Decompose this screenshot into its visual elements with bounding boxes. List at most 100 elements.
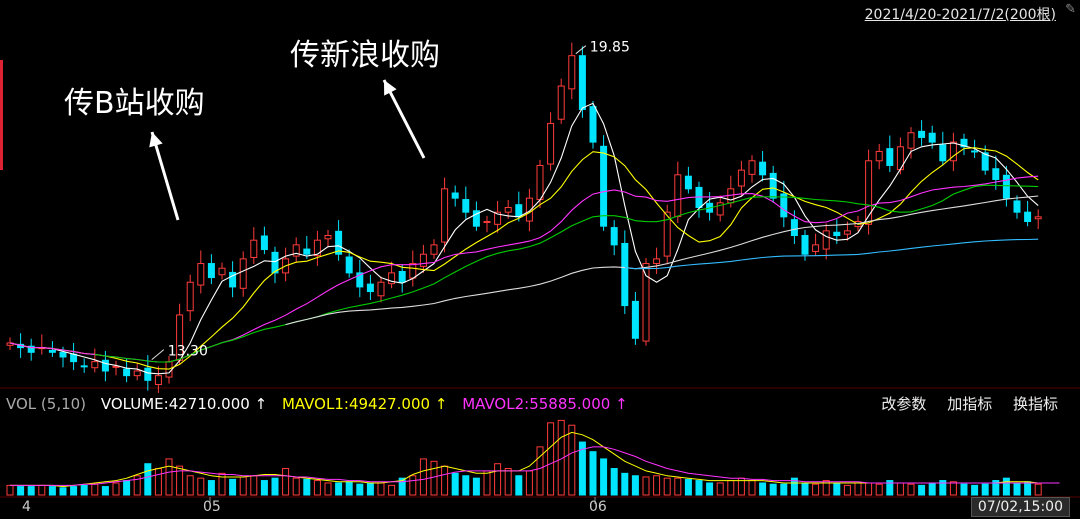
volume-bar xyxy=(748,480,756,496)
candle-body xyxy=(600,145,608,227)
candle-body xyxy=(419,253,427,267)
mavol1-value: MAVOL1:49427.000 ↑ xyxy=(281,395,448,413)
candle-body xyxy=(790,219,798,237)
candle-body xyxy=(303,248,311,255)
date-range-label[interactable]: 2021/4/20-2021/7/2(200根) xyxy=(864,7,1056,23)
low-pointer xyxy=(151,349,165,361)
candle-body xyxy=(621,242,629,307)
candle-body xyxy=(1013,200,1021,213)
candle-body xyxy=(547,122,555,165)
volume-bar xyxy=(324,482,332,496)
candle-body xyxy=(154,375,162,386)
candle-body xyxy=(653,258,661,265)
candle-body xyxy=(833,231,841,237)
candle-body xyxy=(441,188,449,243)
volume-bar xyxy=(843,484,851,496)
volume-bar xyxy=(313,480,321,496)
candle-body xyxy=(589,106,597,143)
candle-body xyxy=(801,235,809,255)
volume-bar xyxy=(419,458,427,496)
candle-body xyxy=(642,263,650,342)
candle-body xyxy=(939,144,947,162)
volume-bar xyxy=(684,478,692,496)
volume-bar xyxy=(706,482,714,496)
volume-bar xyxy=(918,484,926,496)
candle-body xyxy=(101,359,109,372)
candle-body xyxy=(684,175,692,190)
candle-body xyxy=(494,211,502,225)
candle-body xyxy=(472,210,480,227)
volume-bar xyxy=(260,480,268,496)
volume-bar xyxy=(165,458,173,496)
change-params-button[interactable]: 改参数 xyxy=(881,395,927,413)
volume-bar xyxy=(27,486,35,496)
candle-body xyxy=(918,130,926,138)
candle-body xyxy=(239,258,247,289)
candle-body xyxy=(578,55,586,110)
volume-bar xyxy=(409,475,417,496)
candle-body xyxy=(260,235,268,251)
volume-bar xyxy=(377,482,385,496)
candle-body xyxy=(1024,211,1032,223)
volume-bar xyxy=(335,482,343,496)
candle-body xyxy=(250,239,258,258)
volume-bar xyxy=(928,482,936,496)
candle-body xyxy=(144,367,152,381)
volume-bar xyxy=(515,475,523,496)
x-label-apr: 4 xyxy=(22,499,31,515)
volume-bar xyxy=(865,482,873,496)
volume-bar xyxy=(123,480,131,496)
volume-bar xyxy=(388,484,396,496)
volume-bar xyxy=(896,482,904,496)
candle-body xyxy=(430,244,438,255)
volume-bar xyxy=(907,483,915,496)
mavol2-line xyxy=(10,446,1060,486)
volume-bar xyxy=(451,472,459,496)
volume-bar xyxy=(769,483,777,496)
volume-bar xyxy=(695,480,703,496)
ma30-line xyxy=(94,184,1039,363)
ma10-line xyxy=(9,147,1039,370)
volume-bar xyxy=(250,475,258,496)
candle-body xyxy=(398,270,406,283)
add-indicator-button[interactable]: 加指标 xyxy=(947,395,993,413)
candle-body xyxy=(292,244,300,257)
candle-body xyxy=(91,361,99,369)
volume-bar xyxy=(780,483,788,496)
volume-bar xyxy=(303,478,311,496)
volume-bar xyxy=(494,463,502,496)
candle-body xyxy=(780,193,788,218)
volume-bar xyxy=(483,470,491,496)
volume-bar xyxy=(91,483,99,496)
volume-bar xyxy=(812,483,820,496)
candle-body xyxy=(112,365,120,368)
volume-header: VOL (5,10) VOLUME:42710.000 ↑ MAVOL1:494… xyxy=(6,395,638,413)
volume-bar xyxy=(981,483,989,496)
candle-body xyxy=(207,263,215,279)
candle-body xyxy=(186,281,194,312)
candle-body xyxy=(80,365,88,368)
volume-bar xyxy=(504,468,512,496)
switch-indicator-button[interactable]: 换指标 xyxy=(1012,395,1058,413)
volume-title[interactable]: VOL (5,10) xyxy=(6,395,87,413)
candle-body xyxy=(875,150,883,162)
volume-bar xyxy=(1013,482,1021,496)
volume-bar xyxy=(727,480,735,496)
annotation-bilibili: 传B站收购 xyxy=(64,86,205,121)
candle-body xyxy=(949,141,957,162)
volume-bar xyxy=(70,486,78,496)
volume-bar xyxy=(642,476,650,496)
volume-bar xyxy=(536,446,544,496)
volume-bar xyxy=(631,475,639,496)
candle-body xyxy=(971,150,979,153)
pin-icon[interactable]: ✎ xyxy=(1065,2,1076,17)
volume-bar xyxy=(653,475,661,496)
x-label-may: 05 xyxy=(203,499,221,515)
scroll-indicator[interactable] xyxy=(0,60,3,170)
candle-body xyxy=(812,244,820,252)
volume-bar xyxy=(886,480,894,496)
candle-body xyxy=(462,199,470,213)
volume-bar xyxy=(239,476,247,496)
volume-bar xyxy=(568,424,576,496)
